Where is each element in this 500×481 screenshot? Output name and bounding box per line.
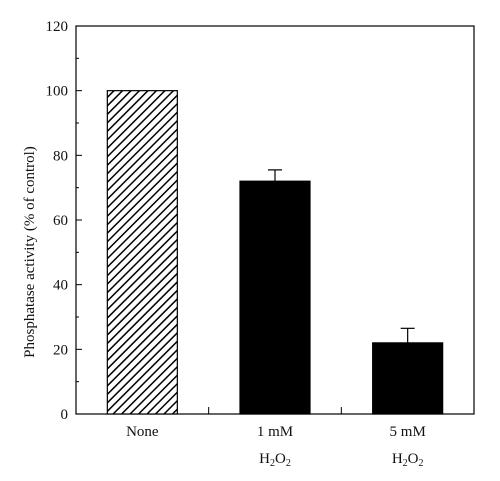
x-tick-label-line2: H2O2 [392,451,424,469]
y-tick-label: 20 [53,342,68,358]
y-tick-label: 80 [53,148,68,164]
y-tick-label: 100 [46,84,69,100]
y-tick-label: 120 [46,19,69,35]
y-tick-label: 0 [61,407,69,423]
bar-2 [239,180,311,415]
x-tick-label-line2: H2O2 [259,451,291,469]
y-tick-label: 60 [53,213,68,229]
x-tick-label-line1: 1 mM [257,424,293,440]
bar-1 [106,90,178,415]
x-tick-label-line1: None [126,424,159,440]
y-tick-label: 40 [53,278,68,294]
bar-3 [372,342,444,415]
x-tick-label-line1: 5 mM [390,424,426,440]
y-axis-label: Phosphatase activity (% of control) [22,146,38,358]
